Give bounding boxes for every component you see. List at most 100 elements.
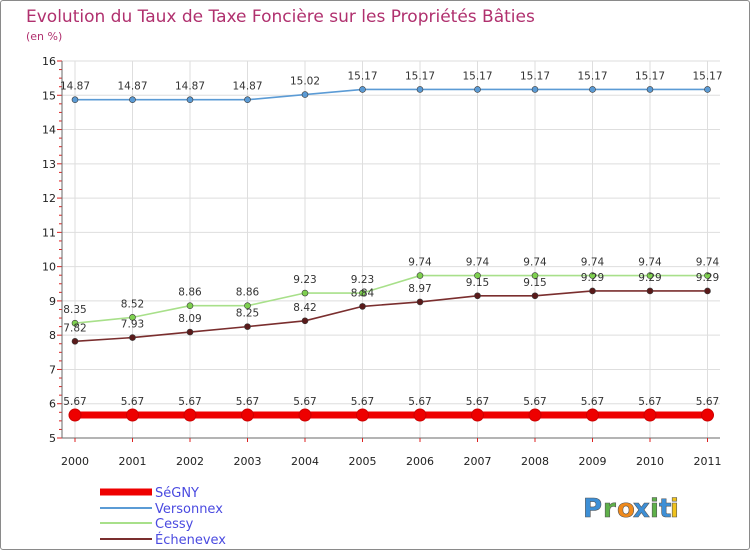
x-tick-label: 2011: [694, 455, 722, 468]
data-label: 15.17: [347, 70, 377, 82]
data-point: [586, 408, 599, 422]
brand-letter: r: [603, 494, 616, 524]
brand-letter: t: [659, 494, 671, 524]
legend-label: SéGNY: [155, 486, 199, 501]
data-label: 8.09: [178, 313, 201, 325]
data-label: 9.23: [351, 274, 374, 286]
data-point: [129, 314, 136, 321]
data-label: 5.67: [351, 396, 374, 408]
series-line-Cessy: [74, 274, 708, 324]
series-line-Versonnex: [75, 88, 708, 101]
data-point: [528, 408, 542, 422]
data-label: 15.02: [290, 76, 320, 88]
data-label: 14.87: [232, 81, 262, 93]
data-label: 5.67: [581, 396, 604, 408]
data-label: 8.97: [408, 283, 431, 295]
brand-letter: P: [583, 494, 602, 524]
data-label: 9.29: [581, 272, 604, 284]
data-point: [646, 287, 654, 295]
data-point: [589, 287, 596, 295]
data-point: [186, 96, 194, 104]
data-point: [244, 302, 251, 310]
data-label: 5.67: [178, 396, 201, 408]
axes: [57, 60, 720, 442]
data-label: 8.52: [121, 298, 144, 310]
data-label: 14.87: [175, 81, 205, 93]
y-tick-label: 13: [42, 158, 56, 171]
data-point: [301, 91, 309, 98]
y-tick-label: 5: [49, 432, 56, 445]
data-point: [359, 289, 366, 297]
y-tick-label: 6: [49, 398, 56, 411]
x-tick-label: 2003: [234, 455, 262, 468]
legend-label: Échenevex: [155, 532, 226, 548]
data-point: [474, 292, 481, 300]
x-tick-label: 2000: [61, 455, 89, 468]
brand-letter: i: [670, 494, 679, 524]
x-tick-label: 2007: [464, 455, 492, 468]
data-point: [416, 298, 424, 306]
y-tick-label: 14: [42, 124, 56, 137]
data-label: 9.29: [638, 272, 661, 284]
chart-title: Evolution du Taux de Taxe Foncière sur l…: [26, 7, 535, 27]
data-label: 15.17: [520, 70, 550, 82]
data-point: [646, 272, 654, 279]
y-tick-label: 8: [49, 329, 56, 342]
data-point: [71, 96, 79, 104]
data-label: 8.25: [236, 308, 259, 320]
data-point: [71, 319, 79, 327]
data-label: 5.67: [236, 396, 259, 408]
data-label: 8.42: [293, 302, 316, 314]
y-tick-label: 9: [49, 295, 56, 308]
data-point: [416, 272, 424, 279]
y-tick-label: 10: [42, 261, 56, 274]
y-tick-label: 7: [49, 363, 56, 376]
unit-label: (en %): [26, 30, 62, 43]
data-label: 15.17: [577, 70, 607, 82]
legend-label: Versonnex: [155, 502, 223, 517]
data-point: [244, 323, 251, 330]
data-point: [589, 86, 596, 93]
data-label: 9.74: [408, 257, 432, 269]
data-label: 15.17: [405, 70, 435, 82]
data-point: [183, 408, 197, 422]
data-point: [531, 292, 539, 300]
data-label: 5.67: [696, 396, 719, 408]
x-tick-labels: 2000 2001 2002 2003 2004 2005 2006 2007 2008 2009…: [61, 455, 722, 468]
data-point: [301, 289, 309, 297]
data-label: 8.84: [351, 287, 375, 299]
data-point: [704, 272, 711, 279]
y-tick-label: 16: [42, 55, 56, 68]
data-point: [301, 317, 309, 325]
x-tick-label: 2010: [636, 455, 664, 468]
data-label: 9.74: [523, 257, 547, 269]
data-point: [126, 408, 139, 422]
brand-letter: i: [650, 494, 659, 524]
data-point: [704, 86, 711, 93]
data-point: [704, 287, 711, 295]
data-point: [413, 408, 427, 422]
x-tick-label: 2006: [406, 455, 434, 468]
data-point: [129, 96, 136, 104]
data-label: 9.74: [581, 257, 605, 269]
data-label: 15.17: [692, 70, 722, 82]
data-point: [359, 303, 366, 310]
data-point: [68, 408, 82, 422]
data-label: 9.15: [523, 277, 546, 289]
data-point: [531, 272, 539, 279]
data-label: 5.67: [293, 396, 316, 408]
data-point: [471, 408, 484, 422]
series-layer: [68, 86, 714, 422]
data-point: [531, 86, 539, 93]
data-point: [646, 86, 654, 93]
data-point: [129, 334, 136, 341]
x-tick-label: 2009: [579, 455, 607, 468]
x-tick-label: 2001: [119, 455, 147, 468]
data-point: [589, 272, 596, 279]
data-point: [298, 408, 312, 422]
data-label: 9.74: [696, 257, 720, 269]
brand-letter: x: [633, 494, 650, 524]
data-label: 9.29: [696, 272, 719, 284]
